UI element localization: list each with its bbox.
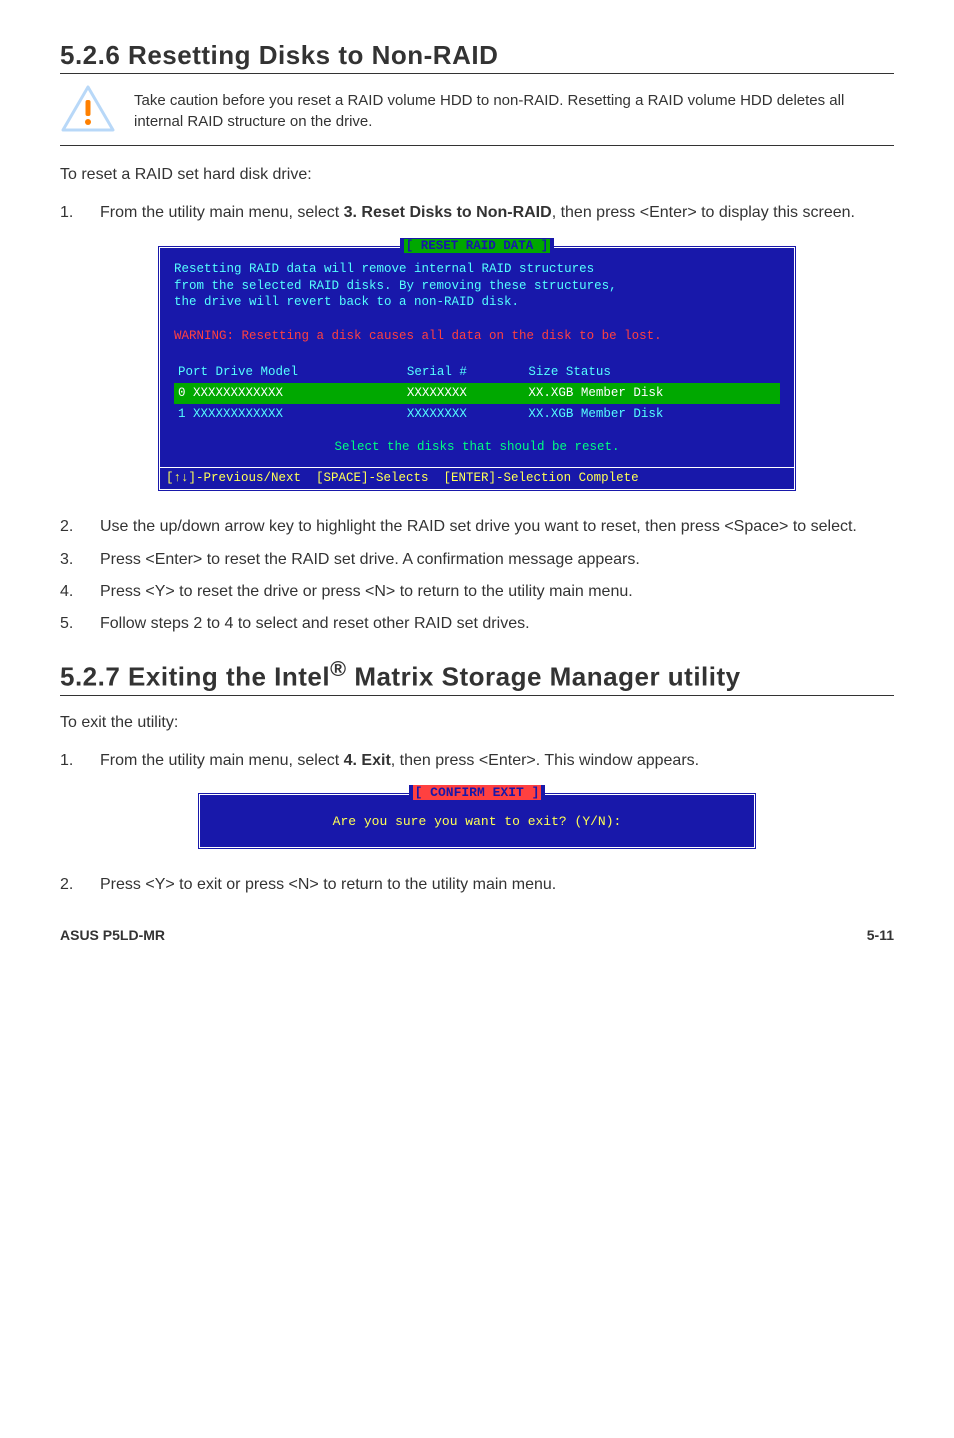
step-3-526: Press <Enter> to reset the RAID set driv… — [100, 549, 894, 571]
cell-size: XX.XGB Member Disk — [524, 383, 780, 404]
step-num: 3. — [60, 549, 100, 571]
footer-left: ASUS P5LD-MR — [60, 927, 165, 943]
heading-527-sup: ® — [330, 656, 346, 681]
step-num: 4. — [60, 581, 100, 603]
console-warning: WARNING: Resetting a disk causes all dat… — [174, 328, 780, 345]
step-num: 1. — [60, 750, 100, 772]
reset-raid-console: [ RESET RAID DATA ] Resetting RAID data … — [157, 245, 797, 493]
confirm-msg: Are you sure you want to exit? (Y/N): — [200, 800, 754, 847]
confirm-exit-console: [ CONFIRM EXIT ] Are you sure you want t… — [197, 792, 757, 850]
console-table: Port Drive Model Serial # Size Status 0 … — [174, 362, 780, 425]
confirm-title: [ CONFIRM EXIT ] — [413, 785, 542, 800]
step-2-527: Press <Y> to exit or press <N> to return… — [100, 874, 894, 896]
step-2-526: Use the up/down arrow key to highlight t… — [100, 516, 894, 538]
heading-527-pre: 5.2.7 Exiting the Intel — [60, 662, 330, 692]
cell-serial: XXXXXXXX — [403, 383, 525, 404]
intro-527: To exit the utility: — [60, 712, 894, 734]
page-footer: ASUS P5LD-MR 5-11 — [60, 927, 894, 943]
step1-bold: 3. Reset Disks to Non-RAID — [344, 204, 552, 221]
step1-527-post: , then press <Enter>. This window appear… — [391, 752, 699, 769]
intro-526: To reset a RAID set hard disk drive: — [60, 164, 894, 186]
console-title: [ RESET RAID DATA ] — [404, 239, 551, 253]
step1-pre: From the utility main menu, select — [100, 204, 344, 221]
caution-block: Take caution before you reset a RAID vol… — [60, 78, 894, 146]
step-4-526: Press <Y> to reset the drive or press <N… — [100, 581, 894, 603]
th-size: Size Status — [524, 362, 780, 383]
cell-port: 1 XXXXXXXXXXXX — [174, 404, 403, 425]
step-num: 1. — [60, 202, 100, 224]
cell-port: 0 XXXXXXXXXXXX — [174, 383, 403, 404]
heading-527: 5.2.7 Exiting the Intel® Matrix Storage … — [60, 656, 894, 696]
step-num: 2. — [60, 874, 100, 896]
table-row[interactable]: 0 XXXXXXXXXXXX XXXXXXXX XX.XGB Member Di… — [174, 383, 780, 404]
console-footer: [↑↓]-Previous/Next [SPACE]-Selects [ENTE… — [160, 467, 794, 489]
step1-post: , then press <Enter> to display this scr… — [552, 204, 855, 221]
step-1-527: From the utility main menu, select 4. Ex… — [100, 750, 894, 772]
step1-527-bold: 4. Exit — [344, 752, 391, 769]
caution-icon — [60, 84, 116, 139]
console-line-2: the drive will revert back to a non-RAID… — [174, 294, 780, 311]
step-num: 5. — [60, 613, 100, 635]
th-serial: Serial # — [403, 362, 525, 383]
heading-527-post: Matrix Storage Manager utility — [347, 662, 741, 692]
step-num: 2. — [60, 516, 100, 538]
cell-serial: XXXXXXXX — [403, 404, 525, 425]
caution-text: Take caution before you reset a RAID vol… — [134, 91, 894, 132]
footer-right: 5-11 — [867, 927, 894, 943]
step-5-526: Follow steps 2 to 4 to select and reset … — [100, 613, 894, 635]
th-port: Port Drive Model — [174, 362, 403, 383]
console-line-0: Resetting RAID data will remove internal… — [174, 261, 780, 278]
step-1-526: From the utility main menu, select 3. Re… — [100, 202, 894, 224]
step1-527-pre: From the utility main menu, select — [100, 752, 344, 769]
table-row[interactable]: 1 XXXXXXXXXXXX XXXXXXXX XX.XGB Member Di… — [174, 404, 780, 425]
console-line-1: from the selected RAID disks. By removin… — [174, 278, 780, 295]
heading-526: 5.2.6 Resetting Disks to Non-RAID — [60, 40, 894, 74]
cell-size: XX.XGB Member Disk — [524, 404, 780, 425]
console-select-msg: Select the disks that should be reset. — [174, 425, 780, 468]
